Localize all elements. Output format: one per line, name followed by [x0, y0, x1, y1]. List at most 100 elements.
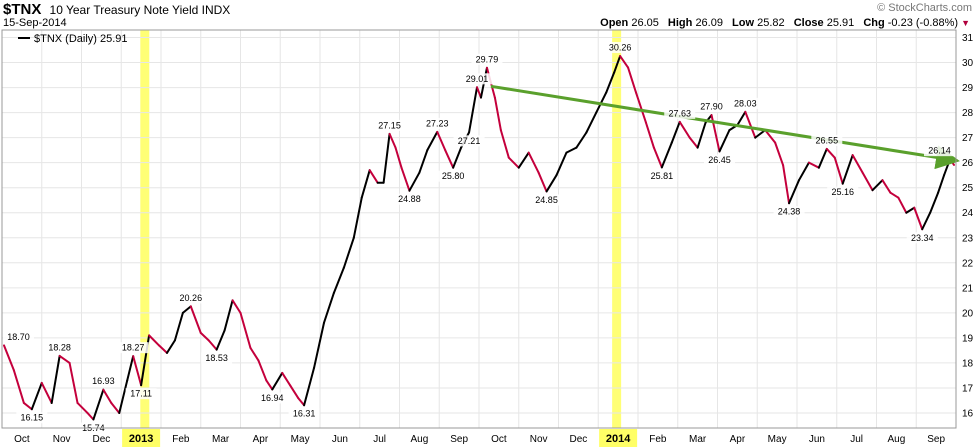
series-segment — [688, 136, 699, 149]
x-month-label: May — [768, 434, 787, 445]
data-label-bg — [44, 341, 76, 353]
data-label-text: 27.23 — [426, 118, 449, 128]
data-label: 25.16 — [827, 186, 859, 198]
data-label-text: 18.28 — [48, 342, 71, 352]
data-label-text: 27.63 — [668, 108, 691, 118]
data-label-bg — [924, 145, 955, 157]
data-label-text: 18.27 — [122, 343, 145, 353]
x-month-label: Jun — [332, 434, 348, 445]
data-label-bg — [256, 392, 288, 404]
series-segment — [426, 130, 439, 152]
x-month-label: Feb — [649, 434, 667, 445]
series-segment — [468, 86, 479, 134]
brand-watermark: © StockCharts.com — [877, 2, 972, 14]
data-label-text: 29.01 — [466, 74, 489, 84]
series-segment — [76, 401, 89, 414]
series-segment — [102, 388, 113, 404]
series-segment — [22, 401, 33, 411]
x-month-label: May — [291, 434, 310, 445]
y-tick-label: 16 — [962, 408, 974, 419]
x-month-label: Apr — [730, 434, 746, 445]
series-segment — [297, 396, 306, 407]
series-segment — [807, 161, 820, 169]
data-label-text: 28.03 — [734, 98, 757, 108]
series-segment — [408, 171, 421, 192]
series-segment — [754, 129, 767, 139]
data-label: 24.88 — [393, 193, 425, 205]
data-label-text: 30.26 — [609, 43, 632, 53]
series-segment — [871, 179, 884, 192]
data-label: 18.27 — [117, 342, 149, 354]
series-segment — [774, 141, 785, 167]
series-segment — [718, 129, 731, 153]
data-label: 18.28 — [44, 341, 76, 353]
data-label-bg — [437, 170, 469, 182]
data-label-text: 16.15 — [21, 413, 44, 423]
series-segment — [394, 146, 403, 169]
data-label-text: 16.31 — [293, 409, 316, 419]
series-segment — [400, 166, 411, 192]
data-label-text: 25.81 — [651, 171, 674, 181]
y-tick-label: 23 — [962, 233, 974, 244]
year-label-bg — [599, 429, 638, 447]
series-segment — [303, 366, 316, 407]
series-segment — [575, 131, 588, 149]
series-segment — [148, 334, 161, 347]
series-segment — [444, 149, 455, 169]
series-segment — [797, 161, 810, 182]
series-segment — [118, 379, 129, 414]
series-segment — [281, 371, 292, 387]
data-label: 25.80 — [437, 170, 469, 182]
series-segment — [744, 110, 757, 139]
data-label-text: 16.93 — [92, 376, 115, 386]
trend-line — [490, 84, 960, 170]
symbol-title: $TNX 10 Year Treasury Note Yield INDX — [3, 1, 230, 18]
series-segment — [452, 146, 463, 169]
highlight-band-1 — [612, 30, 622, 428]
series-segment — [110, 401, 121, 414]
series-segment — [86, 411, 95, 421]
data-label-text: 20.26 — [180, 293, 203, 303]
data-label-text: 24.38 — [778, 207, 801, 217]
series-segment — [937, 174, 946, 194]
data-label-text: 26.14 — [928, 146, 951, 156]
series-segment — [605, 71, 616, 94]
data-label-text: 27.15 — [378, 120, 401, 130]
series-segment — [322, 291, 335, 324]
data-label: 20.26 — [175, 292, 207, 304]
series-segment — [332, 266, 345, 294]
series-segment — [271, 371, 284, 391]
y-tick-label: 19 — [962, 333, 974, 344]
data-label-bg — [175, 292, 207, 304]
series-segment — [921, 211, 932, 231]
data-label-text: 27.90 — [700, 102, 723, 112]
y-tick-label: 30 — [962, 58, 974, 69]
series-segment — [851, 154, 864, 174]
series-segment — [736, 110, 747, 127]
x-month-label: Dec — [569, 434, 587, 445]
x-month-label: Feb — [172, 434, 190, 445]
series-segment — [50, 354, 61, 404]
series-segment — [782, 164, 791, 205]
data-label-bg — [125, 388, 157, 400]
series-segment — [360, 169, 371, 199]
x-month-label: Mar — [212, 434, 230, 445]
series-segment — [881, 179, 892, 194]
symbol-description: 10 Year Treasury Note Yield INDX — [49, 3, 231, 17]
data-label-text: 16.94 — [261, 393, 284, 403]
x-month-label: Sep — [450, 434, 468, 445]
series-segment — [905, 206, 916, 214]
series-segment — [619, 55, 630, 69]
y-tick-label: 21 — [962, 283, 974, 294]
y-tick-label: 25 — [962, 183, 974, 194]
y-tick-label: 29 — [962, 83, 974, 94]
data-label-bg — [531, 194, 563, 206]
series-segment — [652, 146, 663, 169]
y-tick-label: 27 — [962, 133, 974, 144]
down-triangle-icon: ▼ — [961, 18, 970, 28]
series-segment — [388, 132, 397, 149]
highlight-band-0 — [140, 30, 150, 428]
series-segment — [585, 111, 598, 134]
data-label-text: 24.85 — [535, 195, 558, 205]
data-label-text: 29.79 — [476, 54, 499, 64]
